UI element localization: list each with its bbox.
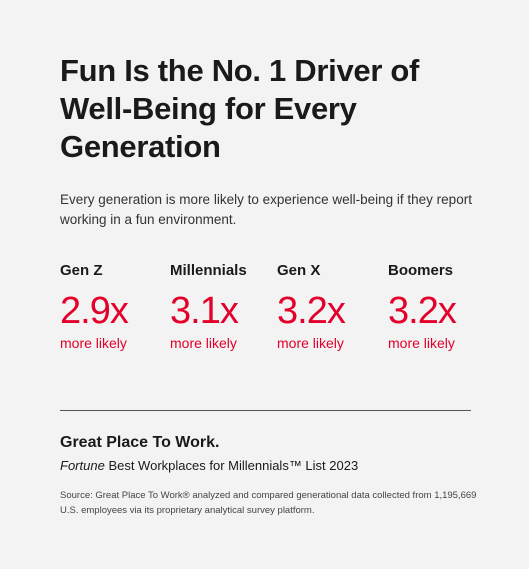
stat-note: more likely [170,335,237,351]
list-name-italic: Fortune [60,458,105,473]
brand: Great Place To Work. [60,434,220,451]
stat-value: 3.2x [277,290,346,332]
subtitle: Every generation is more likely to exper… [60,192,472,227]
divider [60,410,471,411]
title: Fun Is the No. 1 Driver of Well-Being fo… [60,53,420,164]
stat-label: Gen X [277,262,321,279]
stat-label: Millennials [170,262,247,279]
stat: Gen Z 2.9x more likely [60,262,129,351]
stat-value: 3.1x [170,290,239,332]
list-name-rest: Best Workplaces for Millennials™ List 20… [108,458,359,473]
stat-value: 2.9x [60,290,129,332]
source: Source: Great Place To Work® analyzed an… [60,490,477,516]
stat-label: Gen Z [60,262,103,279]
stat: Gen X 3.2x more likely [277,262,346,351]
stat-note: more likely [277,335,344,351]
stat: Millennials 3.1x more likely [170,262,247,351]
stat-note: more likely [60,335,127,351]
stat-note: more likely [388,335,455,351]
stat-label: Boomers [388,262,454,279]
list-name: Fortune Best Workplaces for Millennials™… [60,458,358,473]
stat-value: 3.2x [388,290,457,332]
stat: Boomers 3.2x more likely [388,262,457,351]
